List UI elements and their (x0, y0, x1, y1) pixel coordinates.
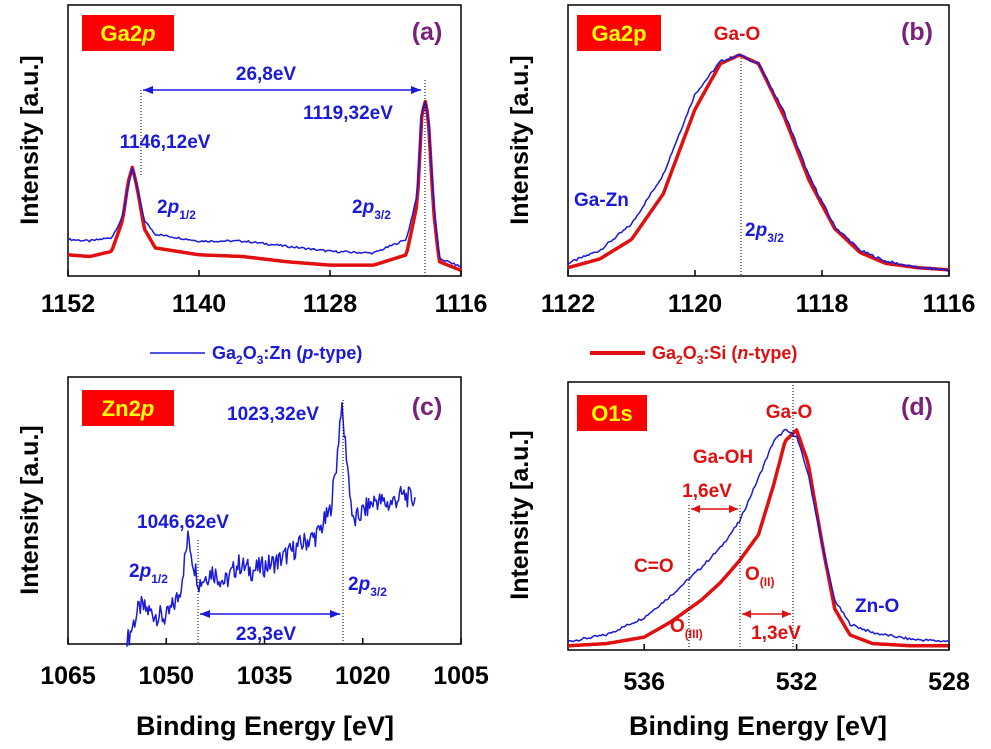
panel-d-arrow2-head-right (782, 610, 791, 618)
panel-b-xtick-label: 1120 (668, 290, 722, 318)
panel-c-split-label: 23,3eV (236, 624, 297, 645)
panel-c-peak1-label: 1046,62eV (137, 512, 229, 533)
panel-c-xticks: 1065 1050 1035 1020 1005 (40, 638, 489, 690)
panel-b-xtick-label: 1116 (923, 290, 976, 318)
panel-a-frame (67, 4, 462, 277)
panel-c-xlabel: Binding Energy [eV] (136, 711, 394, 741)
panel-d-series (567, 428, 950, 648)
panel-d-oiii-label: O(III) (670, 616, 703, 641)
panel-c-xtick-label: 1035 (237, 662, 293, 690)
panel-a-split-label: 26,8eV (236, 64, 297, 85)
panel-a-xtick-label: 1140 (172, 290, 226, 318)
panel-c-series-p-type (126, 401, 416, 647)
panel-d-oii-label: O(II) (745, 564, 774, 589)
panel-a-letter: (a) (412, 18, 443, 46)
panel-a-label2: 2p3/2 (352, 197, 391, 222)
panel-d-xticks: 536 532 528 (623, 644, 970, 696)
panel-c-xtick-label: 1050 (138, 662, 194, 690)
panel-c-letter: (c) (412, 393, 443, 421)
panel-a-peak2-label: 1119,32eV (303, 103, 393, 124)
panel-d-co-label: C=O (634, 556, 674, 577)
panel-a-peak1-label: 1146,12eV (120, 132, 211, 153)
panel-c-xtick-label: 1065 (40, 662, 96, 690)
panel-b-series (567, 53, 950, 272)
panel-a-xtick-label: 1116 (435, 290, 488, 318)
panel-a-arrowhead-right (411, 86, 421, 94)
panel-d-xtick-label: 532 (776, 668, 818, 696)
panel-d-zno-label: Zn-O (855, 596, 899, 617)
panel-c-peak2-label: 1023,32eV (227, 404, 319, 425)
panel-d-frame (567, 381, 950, 651)
panel-a-xtick-label: 1152 (41, 290, 95, 318)
panel-d-shift1-label: 1,6eV (682, 481, 732, 502)
panel-d-xtick-label: 536 (623, 668, 665, 696)
panel-b-xtick-label: 1122 (541, 290, 595, 318)
panel-c-series (126, 401, 416, 647)
panel-b-ylabel: Intensity [a.u.] (506, 55, 534, 224)
panel-d-gao-label: Ga-O (766, 402, 812, 423)
panel-a-badge (82, 15, 174, 51)
panel-b-xtick-label: 1118 (796, 290, 849, 318)
panel-d-xtick-label: 528 (928, 668, 970, 696)
panel-d-series-p-type (567, 428, 949, 643)
panel-c-badge (82, 390, 174, 426)
panel-d-arrow1-head-right (729, 505, 738, 513)
panel-a-series-p-type (67, 101, 462, 268)
panel-b-frame (567, 4, 950, 277)
panel-b-label: 2p3/2 (745, 220, 784, 245)
panel-b-peak-label: Ga-O (714, 24, 760, 45)
panel-c-arrowhead-right (330, 610, 340, 618)
panel-c-badge-text: Zn2p (102, 396, 155, 421)
panel-a-label1: 2p1/2 (157, 197, 196, 222)
panel-d-series-n-type (567, 428, 950, 648)
panel-b-badge (577, 15, 661, 51)
panel-d-badge (577, 395, 647, 431)
panel-a-xticks: 1152 1140 1128 1116 (41, 270, 488, 318)
panel-d-badge-text: O1s (591, 401, 633, 426)
panel-c-ylabel: Intensity [a.u.] (16, 425, 44, 594)
panel-a-badge-text: Ga2p (100, 21, 155, 46)
panel-c-xtick-label: 1005 (433, 662, 489, 690)
panel-d-letter: (d) (901, 393, 933, 421)
panel-b-xticks: 1122 1120 1118 1116 (541, 270, 976, 318)
panel-c-label2: 2p3/2 (348, 574, 387, 599)
panel-b-shoulder-label: Ga-Zn (574, 190, 629, 211)
panel-d-arrow2-head-left (742, 610, 751, 618)
panel-d-xlabel: Binding Energy [eV] (629, 711, 887, 741)
legend: Ga2O3:Zn (p-type) Ga2O3:Si (n-type) (150, 343, 797, 367)
panel-b-series-p-type (567, 53, 950, 272)
panel-b-letter: (b) (901, 18, 933, 46)
panel-a-arrowhead-left (143, 86, 153, 94)
panel-b-badge-text: Ga2p (591, 21, 646, 46)
panel-a-series-n-type (67, 99, 462, 272)
panel-d-gaoh-label: Ga-OH (693, 447, 753, 468)
panel-a: Ga2p (a) 26,8eV 1146,12eV 1119,32eV 2p1/… (16, 4, 488, 318)
panel-a-series (67, 99, 462, 272)
panel-a-ylabel: Intensity [a.u.] (16, 55, 44, 224)
panel-c-label1: 2p1/2 (129, 561, 168, 586)
legend-p-label: Ga2O3:Zn (p-type) (212, 343, 362, 367)
panel-d-shift2-label: 1,3eV (751, 623, 801, 644)
panel-c: Zn2p (c) 1046,62eV 1023,32eV 23,3eV 2p1/… (16, 376, 489, 741)
legend-n-label: Ga2O3:Si (n-type) (652, 343, 797, 367)
panel-a-xtick-label: 1128 (303, 290, 357, 318)
panel-d: O1s (d) Ga-O Ga-OH 1,6eV C=O O(II) O(III… (506, 381, 970, 741)
panel-c-xtick-label: 1020 (335, 662, 391, 690)
panel-d-arrow1-head-left (691, 505, 700, 513)
panel-c-arrowhead-left (200, 610, 210, 618)
panel-d-ylabel: Intensity [a.u.] (506, 430, 534, 599)
panel-b: Ga2p (b) Ga-O Ga-Zn 2p3/2 1122 1120 1118 11… (506, 4, 976, 318)
